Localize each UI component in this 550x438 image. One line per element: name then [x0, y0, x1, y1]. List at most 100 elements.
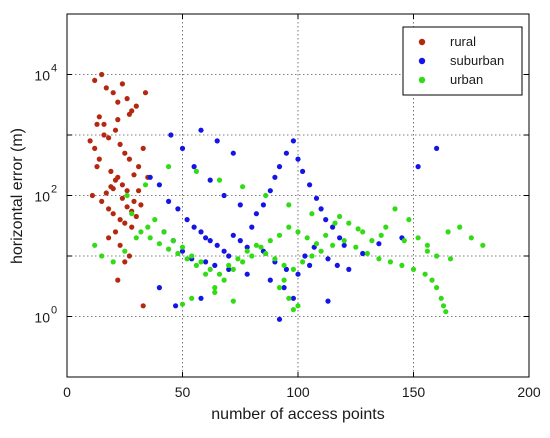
- point-suburban-36: [179, 145, 186, 151]
- point-urban-61: [249, 253, 255, 259]
- legend-label-urban: urban: [450, 72, 483, 87]
- point-rural-3: [110, 90, 116, 96]
- point-rural-15: [94, 164, 100, 170]
- point-rural-31: [112, 177, 119, 183]
- point-urban-27: [353, 244, 359, 250]
- point-suburban-24: [300, 168, 306, 174]
- point-suburban-22: [290, 138, 296, 144]
- point-suburban-19: [272, 174, 278, 180]
- point-suburban-29: [330, 224, 336, 230]
- point-suburban-56: [290, 295, 296, 301]
- point-urban-4: [133, 235, 139, 241]
- point-rural-44: [124, 204, 130, 210]
- point-suburban-44: [295, 271, 301, 277]
- point-urban-74: [129, 211, 135, 217]
- point-urban-5: [145, 224, 151, 230]
- point-urban-96: [179, 301, 186, 307]
- point-urban-42: [445, 229, 451, 235]
- point-suburban-11: [226, 253, 232, 259]
- point-suburban-69: [198, 295, 204, 301]
- point-urban-23: [309, 253, 315, 259]
- point-urban-54: [313, 241, 320, 247]
- point-urban-31: [399, 262, 405, 268]
- point-rural-50: [122, 259, 128, 265]
- point-suburban-60: [334, 262, 340, 268]
- point-urban-25: [330, 242, 336, 248]
- point-suburban-28: [323, 217, 329, 223]
- point-suburban-70: [276, 316, 283, 322]
- point-urban-91: [286, 295, 292, 301]
- point-suburban-61: [346, 266, 352, 272]
- point-rural-8: [96, 114, 102, 120]
- point-urban-95: [189, 295, 195, 301]
- point-rural-0: [92, 77, 98, 83]
- x-tick-label-2: 100: [286, 384, 310, 400]
- point-suburban-62: [360, 250, 366, 257]
- point-urban-38: [443, 309, 449, 315]
- point-rural-56: [136, 188, 142, 194]
- point-rural-39: [142, 90, 149, 96]
- point-suburban-27: [318, 206, 324, 212]
- point-suburban-63: [376, 241, 382, 247]
- point-rural-54: [94, 121, 100, 127]
- point-rural-35: [101, 132, 107, 138]
- point-rural-41: [96, 156, 102, 162]
- point-suburban-71: [325, 298, 331, 304]
- point-urban-13: [216, 271, 223, 277]
- point-suburban-32: [198, 127, 204, 133]
- point-rural-36: [115, 117, 121, 123]
- point-urban-82: [286, 202, 292, 208]
- point-urban-75: [124, 192, 130, 199]
- point-urban-10: [189, 253, 195, 259]
- y-tick-label-0: 10: [34, 310, 50, 326]
- point-rural-12: [117, 141, 123, 147]
- point-urban-9: [179, 244, 186, 250]
- point-suburban-54: [267, 277, 273, 283]
- point-urban-2: [110, 259, 116, 265]
- point-urban-34: [429, 277, 435, 283]
- x-axis-label: number of access points: [211, 406, 384, 423]
- point-rural-57: [131, 198, 137, 204]
- point-rural-1: [99, 71, 105, 78]
- point-urban-52: [337, 213, 343, 220]
- point-rural-29: [103, 190, 109, 196]
- point-rural-26: [129, 224, 135, 230]
- x-tick-label-1: 50: [175, 384, 191, 400]
- point-suburban-18: [267, 188, 273, 194]
- point-urban-8: [170, 238, 176, 244]
- point-rural-40: [92, 145, 98, 151]
- point-urban-28: [364, 250, 370, 257]
- point-urban-16: [244, 248, 250, 254]
- point-suburban-67: [156, 285, 162, 291]
- point-suburban-6: [198, 229, 204, 235]
- point-urban-87: [401, 238, 407, 244]
- y-tick-label-1: 10: [34, 189, 50, 205]
- point-urban-69: [175, 250, 181, 257]
- point-urban-84: [332, 220, 338, 226]
- point-suburban-20: [276, 164, 283, 170]
- point-urban-14: [226, 262, 232, 268]
- point-urban-7: [161, 229, 167, 235]
- point-suburban-53: [244, 271, 250, 277]
- point-urban-43: [457, 224, 463, 230]
- point-suburban-51: [212, 262, 218, 268]
- point-urban-85: [355, 226, 361, 232]
- point-urban-21: [290, 266, 296, 272]
- point-suburban-12: [230, 232, 236, 238]
- point-suburban-37: [191, 164, 197, 170]
- y-tick-exponent-0: 0: [51, 305, 57, 317]
- point-urban-92: [295, 303, 301, 309]
- point-urban-20: [281, 262, 287, 268]
- point-urban-17: [253, 242, 259, 248]
- point-suburban-57: [302, 253, 308, 259]
- point-suburban-26: [313, 195, 320, 201]
- point-urban-62: [240, 259, 246, 265]
- point-rural-46: [112, 229, 119, 235]
- point-suburban-39: [221, 192, 227, 199]
- point-suburban-66: [434, 145, 440, 151]
- point-suburban-43: [283, 266, 289, 272]
- point-rural-47: [106, 235, 112, 241]
- point-suburban-16: [253, 211, 259, 217]
